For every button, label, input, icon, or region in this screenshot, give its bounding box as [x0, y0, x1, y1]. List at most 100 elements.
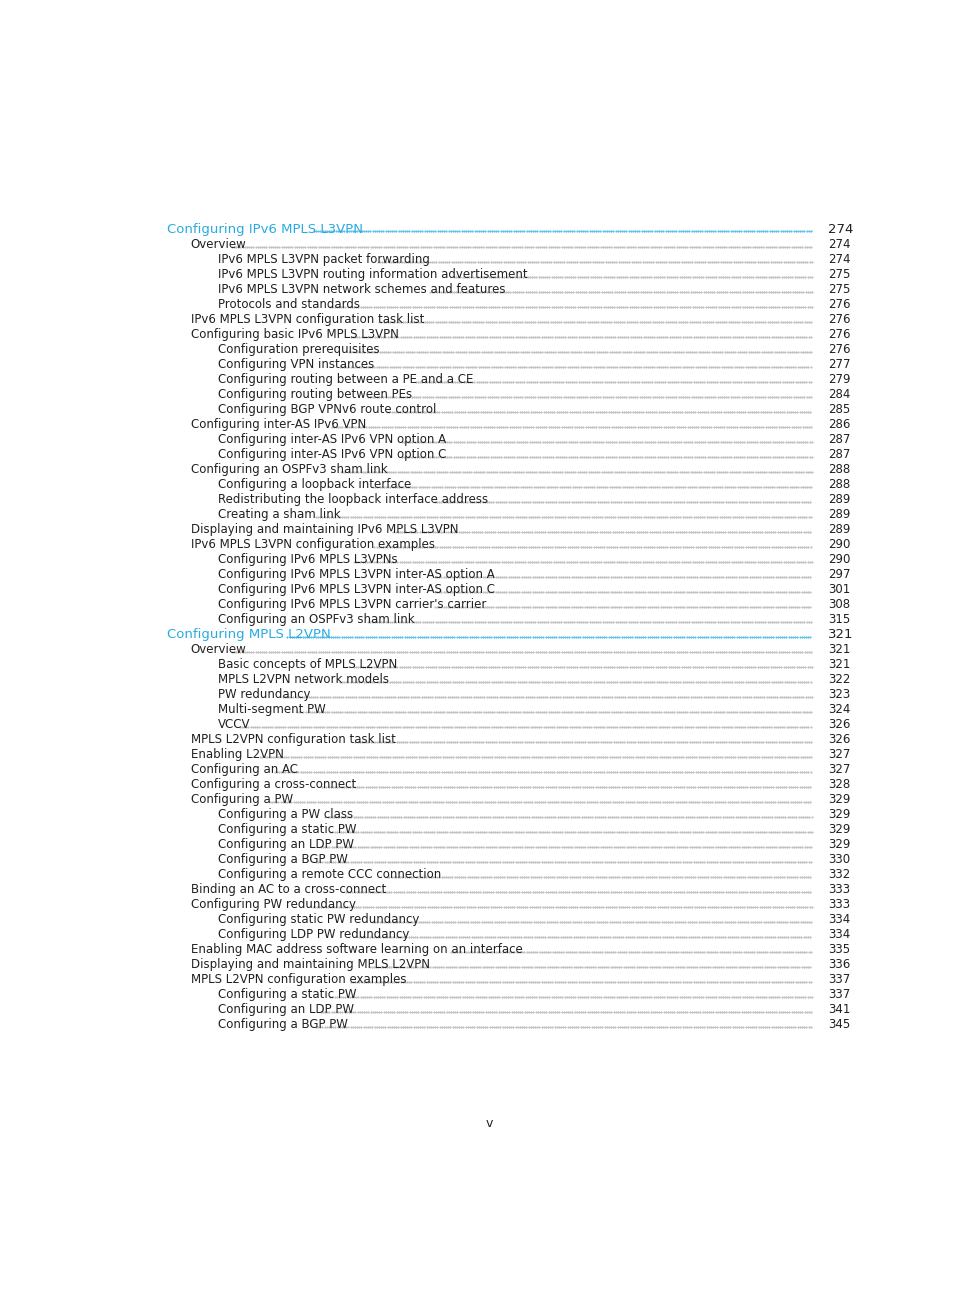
Text: 289: 289 [827, 522, 850, 535]
Text: 289: 289 [827, 492, 850, 505]
Text: 322: 322 [827, 673, 850, 686]
Text: 335: 335 [827, 943, 850, 956]
Text: 337: 337 [827, 973, 850, 986]
Text: Configuring an AC: Configuring an AC [191, 763, 297, 776]
Text: 289: 289 [827, 508, 850, 521]
Text: 276: 276 [827, 298, 850, 311]
Text: 308: 308 [827, 597, 850, 610]
Text: 329: 329 [827, 793, 850, 806]
Text: 327: 327 [827, 763, 850, 776]
Text: 332: 332 [827, 868, 850, 881]
Text: MPLS L2VPN network models: MPLS L2VPN network models [217, 673, 388, 686]
Text: 288: 288 [827, 478, 850, 491]
Text: Multi-segment PW: Multi-segment PW [217, 702, 325, 715]
Text: IPv6 MPLS L3VPN configuration examples: IPv6 MPLS L3VPN configuration examples [191, 538, 435, 551]
Text: Binding an AC to a cross-connect: Binding an AC to a cross-connect [191, 883, 385, 896]
Text: 276: 276 [827, 328, 850, 341]
Text: Configuring basic IPv6 MPLS L3VPN: Configuring basic IPv6 MPLS L3VPN [191, 328, 398, 341]
Text: VCCV: VCCV [217, 718, 250, 731]
Text: 301: 301 [827, 583, 850, 596]
Text: Configuring an LDP PW: Configuring an LDP PW [217, 1003, 354, 1016]
Text: 329: 329 [827, 839, 850, 851]
Text: 321: 321 [827, 643, 850, 656]
Text: Configuring IPv6 MPLS L3VPN inter-AS option A: Configuring IPv6 MPLS L3VPN inter-AS opt… [217, 568, 494, 581]
Text: IPv6 MPLS L3VPN routing information advertisement: IPv6 MPLS L3VPN routing information adve… [217, 267, 527, 280]
Text: 277: 277 [827, 358, 850, 371]
Text: 341: 341 [827, 1003, 850, 1016]
Text: 326: 326 [827, 734, 850, 746]
Text: 323: 323 [827, 688, 850, 701]
Text: 333: 333 [827, 898, 850, 911]
Text: Enabling MAC address software learning on an interface: Enabling MAC address software learning o… [191, 943, 521, 956]
Text: 275: 275 [827, 267, 850, 280]
Text: 284: 284 [827, 388, 850, 400]
Text: MPLS L2VPN configuration task list: MPLS L2VPN configuration task list [191, 734, 395, 746]
Text: 274: 274 [827, 237, 850, 250]
Text: Configuring VPN instances: Configuring VPN instances [217, 358, 374, 371]
Text: Configuring a cross-connect: Configuring a cross-connect [191, 778, 355, 791]
Text: 287: 287 [827, 447, 850, 461]
Text: 336: 336 [827, 958, 850, 971]
Text: 330: 330 [827, 853, 850, 866]
Text: Configuring IPv6 MPLS L3VPN: Configuring IPv6 MPLS L3VPN [167, 223, 363, 236]
Text: 329: 329 [827, 823, 850, 836]
Text: IPv6 MPLS L3VPN configuration task list: IPv6 MPLS L3VPN configuration task list [191, 312, 423, 325]
Text: MPLS L2VPN configuration examples: MPLS L2VPN configuration examples [191, 973, 406, 986]
Text: Configuring IPv6 MPLS L3VPN carrier's carrier: Configuring IPv6 MPLS L3VPN carrier's ca… [217, 597, 485, 610]
Text: Displaying and maintaining IPv6 MPLS L3VPN: Displaying and maintaining IPv6 MPLS L3V… [191, 522, 457, 535]
Text: IPv6 MPLS L3VPN packet forwarding: IPv6 MPLS L3VPN packet forwarding [217, 253, 429, 266]
Text: Configuring routing between PEs: Configuring routing between PEs [217, 388, 412, 400]
Text: 274: 274 [827, 253, 850, 266]
Text: 288: 288 [827, 463, 850, 476]
Text: 315: 315 [827, 613, 850, 626]
Text: Configuring a BGP PW: Configuring a BGP PW [217, 1019, 347, 1032]
Text: Configuring inter-AS IPv6 VPN option C: Configuring inter-AS IPv6 VPN option C [217, 447, 446, 461]
Text: 326: 326 [827, 718, 850, 731]
Text: 290: 290 [827, 538, 850, 551]
Text: Configuring routing between a PE and a CE: Configuring routing between a PE and a C… [217, 373, 473, 386]
Text: 276: 276 [827, 312, 850, 325]
Text: 287: 287 [827, 433, 850, 446]
Text: Configuring an LDP PW: Configuring an LDP PW [217, 839, 354, 851]
Text: Configuration prerequisites: Configuration prerequisites [217, 342, 379, 355]
Text: Configuring a remote CCC connection: Configuring a remote CCC connection [217, 868, 440, 881]
Text: Basic concepts of MPLS L2VPN: Basic concepts of MPLS L2VPN [217, 658, 396, 671]
Text: 274: 274 [827, 223, 853, 236]
Text: Configuring inter-AS IPv6 VPN: Configuring inter-AS IPv6 VPN [191, 417, 365, 430]
Text: Configuring an OSPFv3 sham link: Configuring an OSPFv3 sham link [191, 463, 387, 476]
Text: 324: 324 [827, 702, 850, 715]
Text: Configuring inter-AS IPv6 VPN option A: Configuring inter-AS IPv6 VPN option A [217, 433, 445, 446]
Text: Configuring IPv6 MPLS L3VPN inter-AS option C: Configuring IPv6 MPLS L3VPN inter-AS opt… [217, 583, 495, 596]
Text: Redistributing the loopback interface address: Redistributing the loopback interface ad… [217, 492, 487, 505]
Text: Configuring PW redundancy: Configuring PW redundancy [191, 898, 355, 911]
Text: 285: 285 [827, 403, 850, 416]
Text: Configuring a loopback interface: Configuring a loopback interface [217, 478, 411, 491]
Text: IPv6 MPLS L3VPN network schemes and features: IPv6 MPLS L3VPN network schemes and feat… [217, 283, 505, 295]
Text: 286: 286 [827, 417, 850, 430]
Text: Displaying and maintaining MPLS L2VPN: Displaying and maintaining MPLS L2VPN [191, 958, 429, 971]
Text: 279: 279 [827, 373, 850, 386]
Text: Configuring a BGP PW: Configuring a BGP PW [217, 853, 347, 866]
Text: Configuring MPLS L2VPN: Configuring MPLS L2VPN [167, 629, 331, 642]
Text: PW redundancy: PW redundancy [217, 688, 310, 701]
Text: 327: 327 [827, 748, 850, 761]
Text: Configuring an OSPFv3 sham link: Configuring an OSPFv3 sham link [217, 613, 414, 626]
Text: Configuring a PW class: Configuring a PW class [217, 809, 353, 822]
Text: Enabling L2VPN: Enabling L2VPN [191, 748, 283, 761]
Text: Configuring IPv6 MPLS L3VPNs: Configuring IPv6 MPLS L3VPNs [217, 553, 396, 566]
Text: 297: 297 [827, 568, 850, 581]
Text: 321: 321 [827, 629, 853, 642]
Text: 328: 328 [827, 778, 850, 791]
Text: 334: 334 [827, 928, 850, 941]
Text: 334: 334 [827, 914, 850, 927]
Text: 276: 276 [827, 342, 850, 355]
Text: 290: 290 [827, 553, 850, 566]
Text: Configuring BGP VPNv6 route control: Configuring BGP VPNv6 route control [217, 403, 436, 416]
Text: Configuring a static PW: Configuring a static PW [217, 989, 355, 1002]
Text: 333: 333 [827, 883, 850, 896]
Text: Configuring static PW redundancy: Configuring static PW redundancy [217, 914, 418, 927]
Text: 345: 345 [827, 1019, 850, 1032]
Text: Configuring LDP PW redundancy: Configuring LDP PW redundancy [217, 928, 409, 941]
Text: 275: 275 [827, 283, 850, 295]
Text: 321: 321 [827, 658, 850, 671]
